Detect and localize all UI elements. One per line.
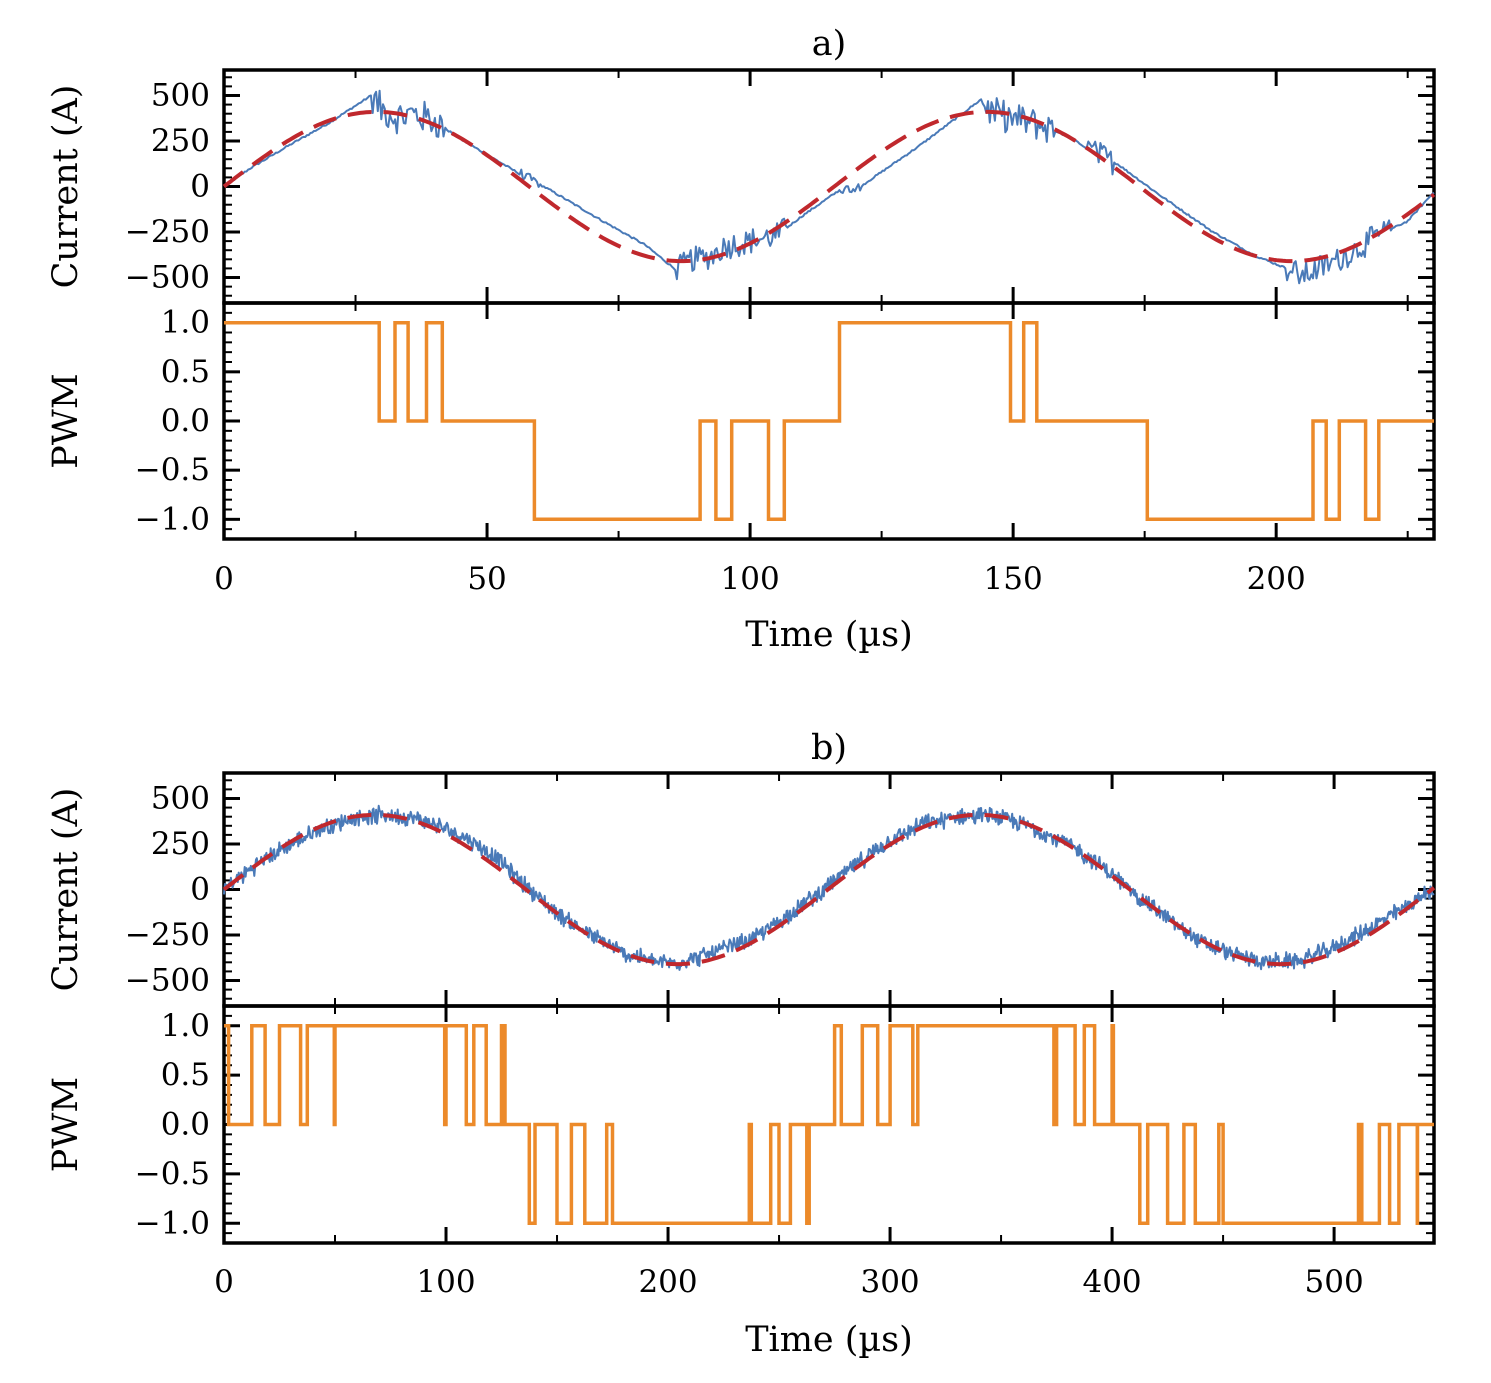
panel-b: b) 500 250 0 −250 −500 Current (A) 1.0 0.5 0.0 −0.… [46, 728, 1436, 1360]
pwm-ytick-label: 0.5 [161, 1057, 210, 1093]
x-tick-label: 200 [1247, 561, 1306, 597]
x-axis-label: Time (µs) [745, 615, 913, 655]
x-tick-label: 200 [638, 1264, 697, 1300]
x-tick-label: 0 [214, 1264, 234, 1300]
current-axis-label: Current (A) [46, 85, 86, 289]
current-ytick-label: −500 [125, 260, 210, 296]
current-subplot: 500 250 0 −250 −500 Current (A) [46, 68, 1436, 305]
pwm-ytick-label: −0.5 [135, 1156, 210, 1192]
x-tick-label: 400 [1082, 1264, 1141, 1300]
current-ytick-label: 250 [151, 826, 210, 862]
pwm-axis-label: PWM [46, 1077, 86, 1172]
current-axis-label: Current (A) [46, 788, 86, 992]
current-axes-frame [222, 68, 1436, 305]
current-ytick-label: 500 [151, 780, 210, 816]
x-axis-label: Time (µs) [745, 1320, 913, 1360]
pwm-ytick-label: 0.5 [161, 354, 210, 390]
panel-title: a) [812, 24, 847, 64]
pwm-ytick-label: −1.0 [135, 1205, 210, 1241]
pwm-ytick-label: 1.0 [161, 1008, 210, 1044]
measured-current-line [223, 89, 1435, 285]
current-ytick-label: −250 [125, 917, 210, 953]
pwm-subplot: 1.0 0.5 0.0 −0.5 −1.0 PWM [46, 301, 1436, 541]
x-tick-label: 0 [214, 561, 234, 597]
current-ytick-label: 0 [190, 872, 210, 908]
pwm-ytick-label: 0.0 [161, 403, 210, 439]
panel-title: b) [811, 728, 847, 768]
pwm-ytick-label: 1.0 [161, 305, 210, 341]
current-ytick-label: 250 [151, 123, 210, 159]
x-tick-label: 300 [860, 1264, 919, 1300]
x-tick-label: 50 [467, 561, 506, 597]
current-subplot: 500 250 0 −250 −500 Current (A) [46, 771, 1436, 1008]
pwm-ytick-label: −1.0 [135, 501, 210, 537]
x-tick-label: 500 [1305, 1264, 1364, 1300]
current-ytick-label: −250 [125, 214, 210, 250]
pwm-subplot: 1.0 0.5 0.0 −0.5 −1.0 PWM [46, 1004, 1436, 1245]
current-ytick-label: −500 [125, 963, 210, 999]
pwm-signal-line [224, 1024, 1434, 1226]
pwm-axis-label: PWM [46, 373, 86, 468]
current-ytick-label: 0 [190, 169, 210, 205]
reference-current-line [222, 812, 1436, 967]
reference-current-line [222, 109, 1436, 264]
x-tick-label: 100 [721, 561, 780, 597]
current-ytick-label: 500 [151, 77, 210, 113]
pwm-ytick-label: 0.0 [161, 1107, 210, 1143]
pwm-ytick-label: −0.5 [135, 452, 210, 488]
x-tick-label: 150 [984, 561, 1043, 597]
pwm-signal-line [224, 320, 1434, 522]
x-tick-label: 100 [416, 1264, 475, 1300]
